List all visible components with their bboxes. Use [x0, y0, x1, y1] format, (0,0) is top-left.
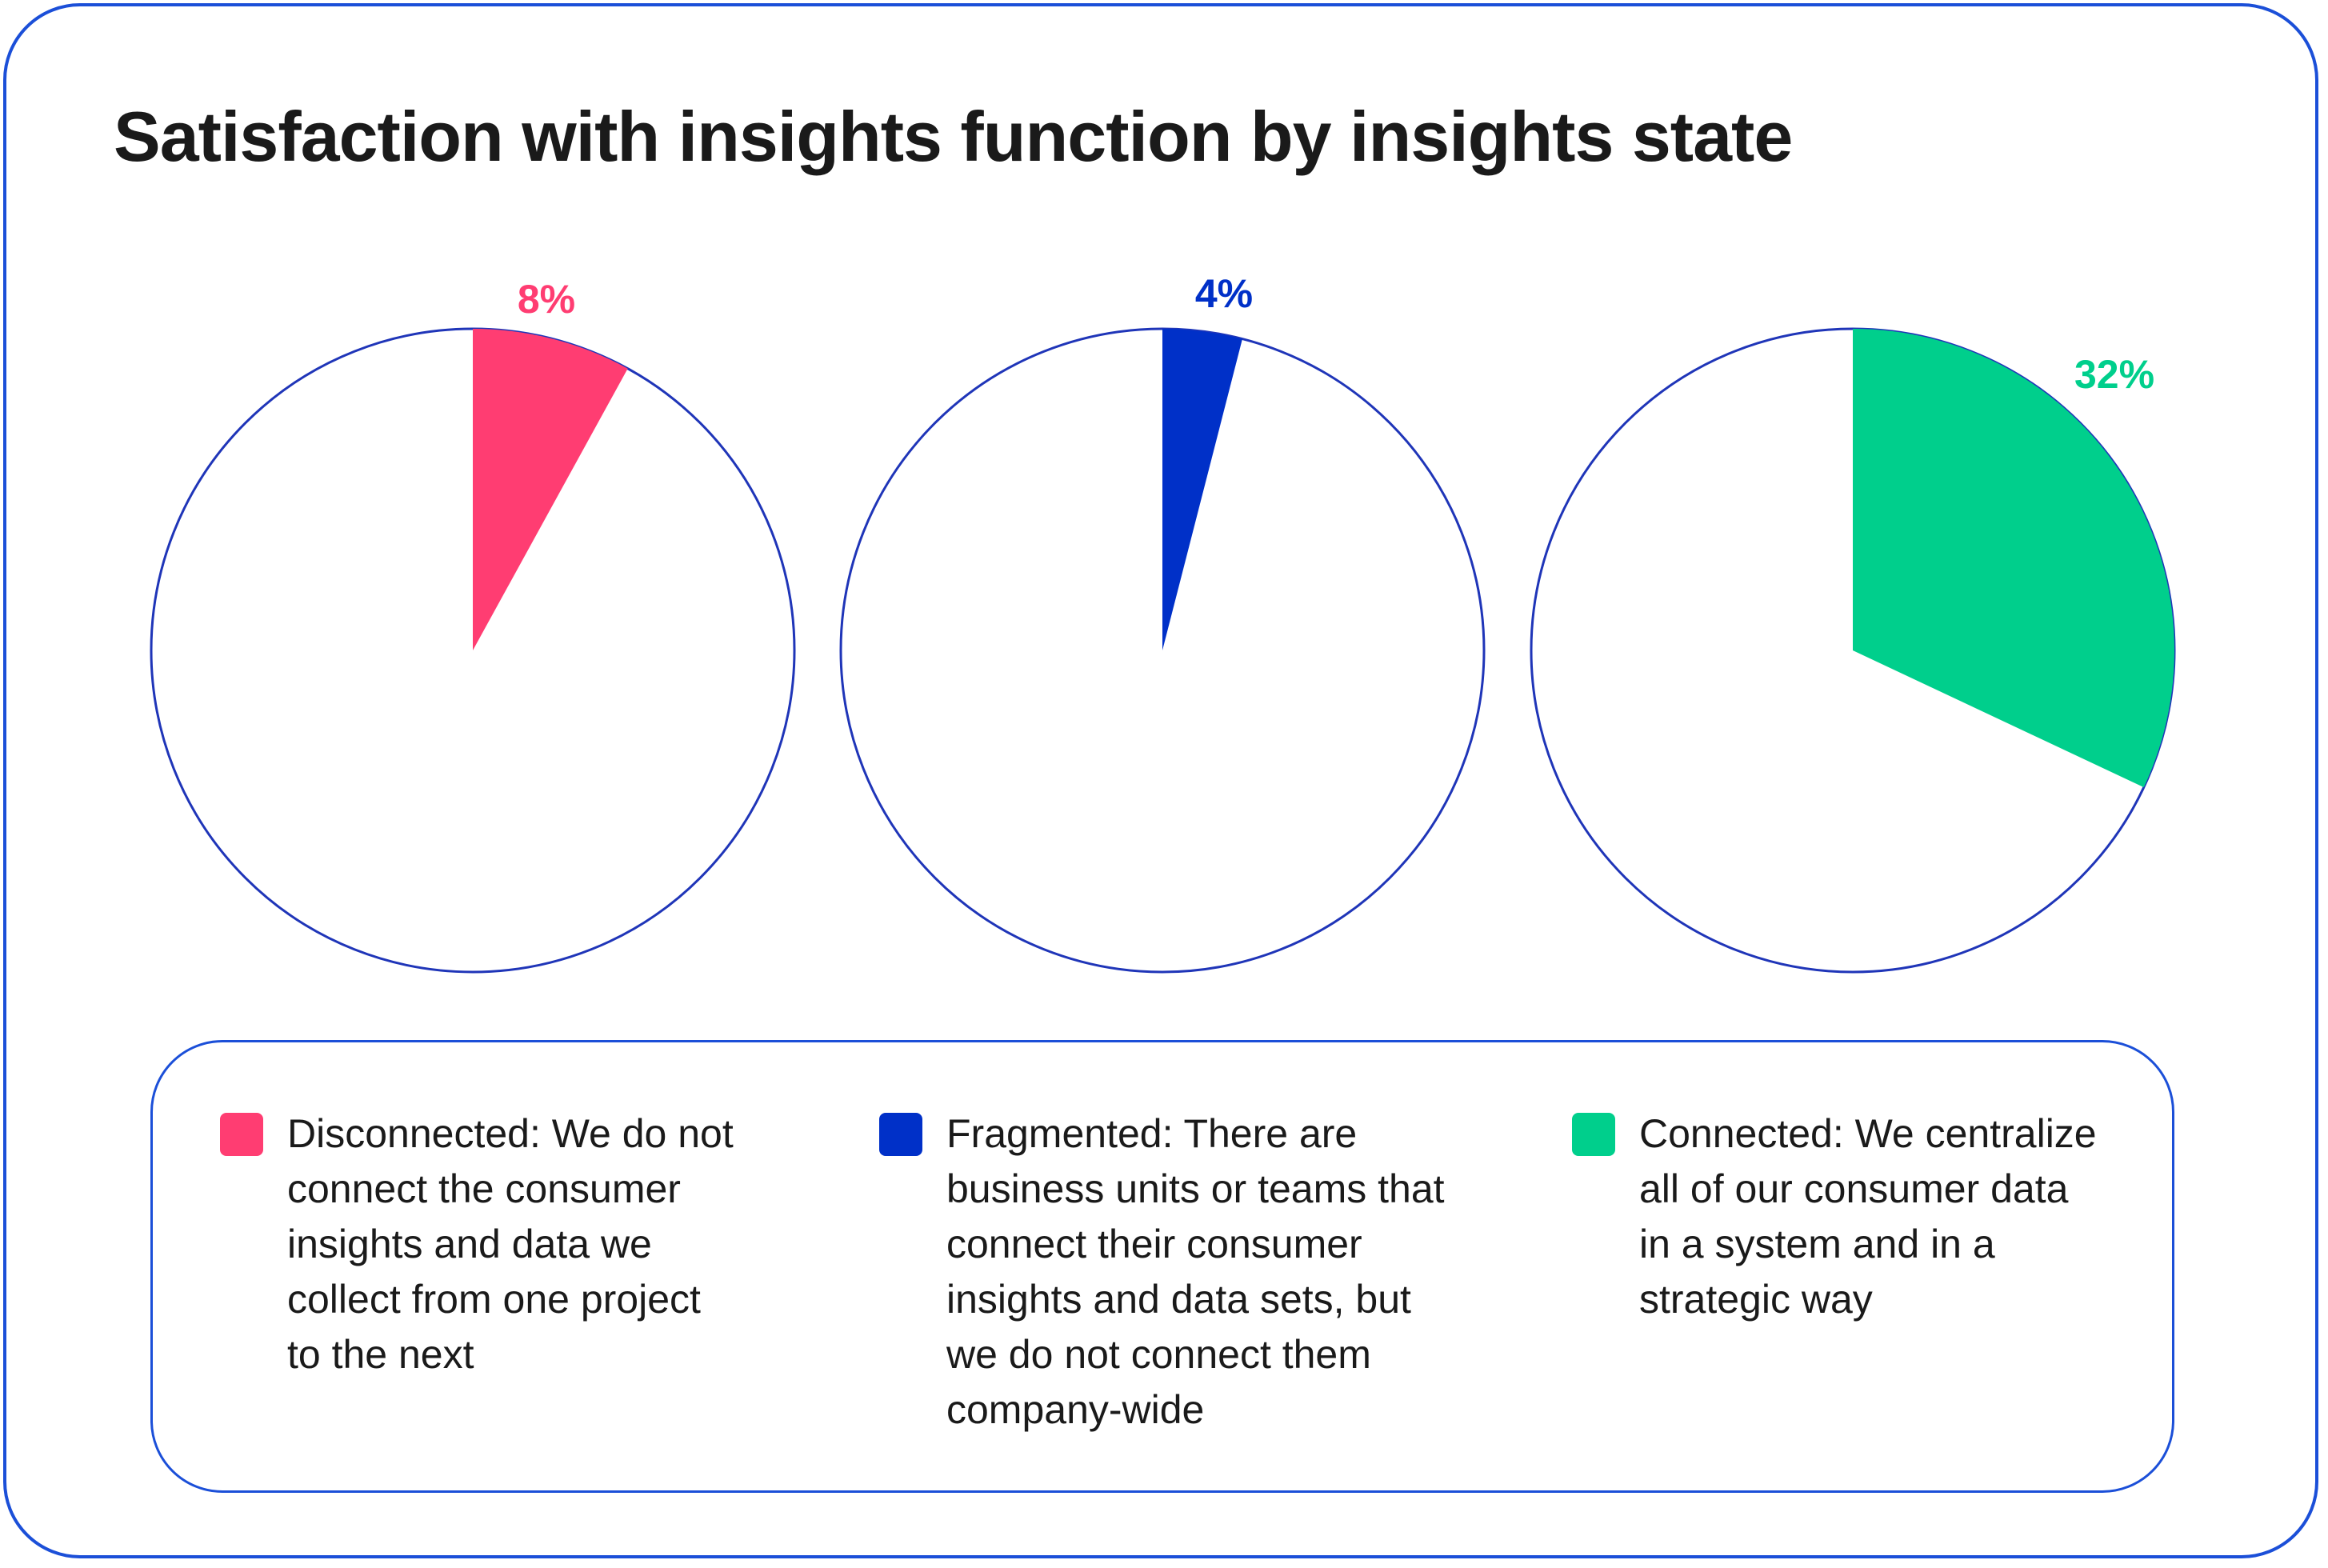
- legend-text: Fragmented: There are business units or …: [946, 1106, 1445, 1438]
- legend-line: Fragmented: There are: [946, 1111, 1358, 1156]
- legend-item-connected: Connected: We centralize all of our cons…: [1572, 1106, 2097, 1327]
- legend-line: all of our consumer data: [1639, 1166, 2069, 1211]
- legend-line: connect their consumer: [946, 1222, 1362, 1266]
- legend-line: strategic way: [1639, 1277, 1873, 1322]
- legend-line: connect the consumer: [287, 1166, 681, 1211]
- pie-value-label: 32%: [2074, 352, 2154, 397]
- legend-line: to the next: [287, 1332, 474, 1377]
- pie-connected: 32%: [1530, 327, 2176, 974]
- pie-slice-disconnected: [473, 328, 628, 650]
- legend-text: Disconnected: We do not connect the cons…: [287, 1106, 734, 1382]
- pie-charts: 8% 4% 32%: [150, 271, 2176, 974]
- legend-line: Connected: We centralize: [1639, 1111, 2097, 1156]
- legend: Disconnected: We do not connect the cons…: [150, 1040, 2174, 1493]
- legend-line: we do not connect them: [946, 1332, 1371, 1377]
- legend-swatch: [220, 1113, 263, 1156]
- legend-line: in a system and in a: [1639, 1222, 1995, 1266]
- legend-line: company-wide: [946, 1387, 1205, 1432]
- legend-line: insights and data we: [287, 1222, 652, 1266]
- legend-swatch: [879, 1113, 922, 1156]
- legend-item-disconnected: Disconnected: We do not connect the cons…: [220, 1106, 734, 1382]
- legend-line: collect from one project: [287, 1277, 701, 1322]
- legend-swatch: [1572, 1113, 1615, 1156]
- legend-line: Disconnected: We do not: [287, 1111, 734, 1156]
- legend-line: business units or teams that: [946, 1166, 1445, 1211]
- legend-item-fragmented: Fragmented: There are business units or …: [879, 1106, 1445, 1438]
- legend-line: insights and data sets, but: [946, 1277, 1411, 1322]
- pie-disconnected: 8%: [150, 277, 796, 974]
- pie-slice-connected: [1853, 329, 2174, 788]
- chart-title: Satisfaction with insights function by i…: [114, 97, 1793, 176]
- legend-text: Connected: We centralize all of our cons…: [1639, 1106, 2097, 1327]
- pie-value-label: 4%: [1195, 271, 1253, 316]
- pie-fragmented: 4%: [839, 271, 1486, 974]
- pie-slice-fragmented: [1162, 329, 1242, 650]
- pie-value-label: 8%: [518, 277, 575, 322]
